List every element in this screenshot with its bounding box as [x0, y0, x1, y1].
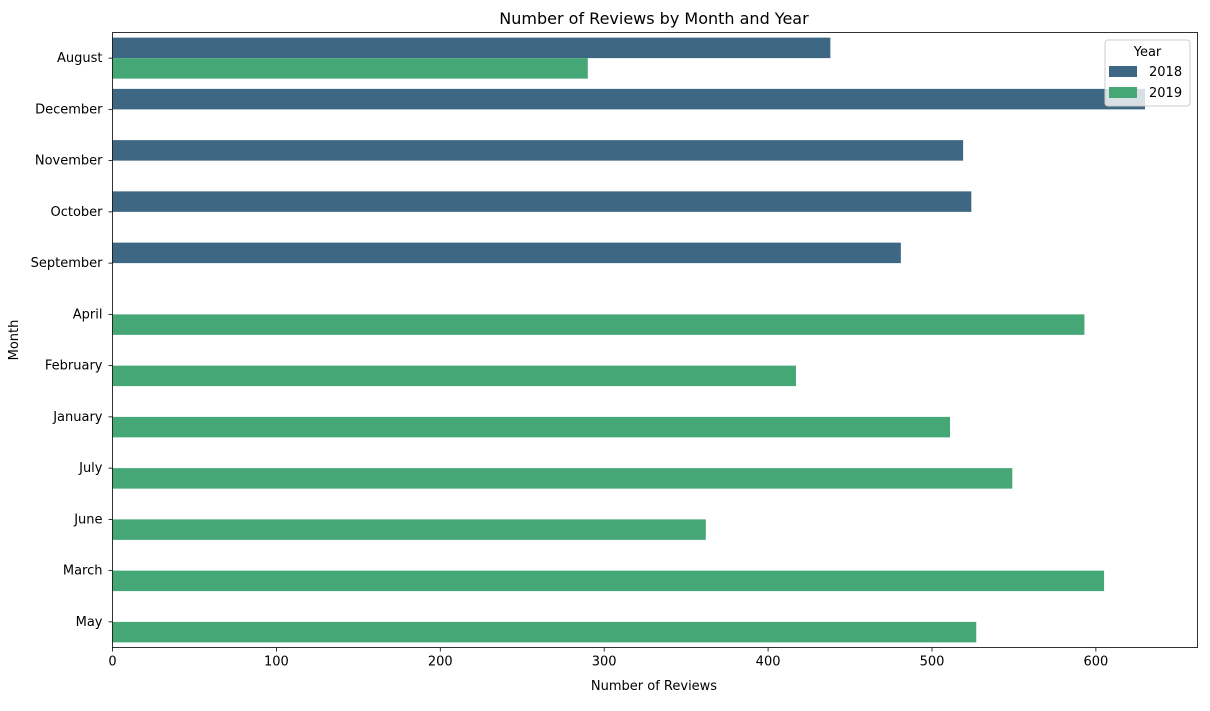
y-tick-label: July — [78, 461, 103, 476]
bar-2019-february — [112, 365, 796, 387]
bar-2018-october — [112, 191, 972, 212]
legend-label-2019: 2019 — [1149, 86, 1182, 101]
x-tick-label: 500 — [920, 655, 945, 670]
x-axis: 0 100 200 300 400 500 600 — [108, 647, 1108, 670]
y-tick-label: May — [76, 615, 103, 630]
legend: Year 2018 2019 — [1104, 39, 1191, 107]
bar-2019-july — [112, 468, 1013, 489]
x-axis-label: Number of Reviews — [591, 679, 717, 694]
plot-frame — [112, 32, 1198, 648]
legend-label-2018: 2018 — [1149, 65, 1182, 80]
y-tick-label: January — [52, 410, 103, 425]
legend-title: Year — [1133, 45, 1162, 60]
y-tick-label: April — [73, 307, 103, 322]
legend-swatch-2018 — [1109, 66, 1137, 77]
x-tick-label: 300 — [592, 655, 617, 670]
y-axis-label: Month — [7, 320, 22, 361]
y-tick-label: December — [35, 102, 103, 117]
y-tick-label: October — [50, 205, 103, 220]
chart-title: Number of Reviews by Month and Year — [499, 9, 809, 28]
x-tick-label: 200 — [428, 655, 453, 670]
bar-2019-august — [112, 58, 588, 79]
bar-2019-january — [112, 416, 951, 438]
legend-swatch-2019 — [1109, 87, 1137, 98]
x-tick-label: 400 — [756, 655, 781, 670]
y-tick-label: September — [31, 256, 104, 271]
bars-group — [112, 37, 1146, 643]
y-axis: August December November October September Ap… — [31, 51, 113, 630]
bar-2018-september — [112, 242, 901, 264]
bar-2018-december — [112, 88, 1146, 110]
bar-2019-june — [112, 519, 706, 540]
x-tick-label: 100 — [264, 655, 289, 670]
bar-2019-april — [112, 314, 1085, 335]
bar-2018-november — [112, 140, 964, 161]
y-tick-label: February — [45, 359, 103, 374]
bar-2019-march — [112, 570, 1105, 592]
x-tick-label: 0 — [108, 655, 116, 670]
y-tick-label: March — [63, 564, 103, 579]
y-tick-label: June — [73, 512, 102, 527]
y-tick-label: November — [35, 154, 103, 169]
bar-2019-may — [112, 621, 977, 643]
bar-2018-august — [112, 37, 831, 59]
x-tick-label: 600 — [1083, 655, 1108, 670]
y-tick-label: August — [57, 51, 103, 66]
